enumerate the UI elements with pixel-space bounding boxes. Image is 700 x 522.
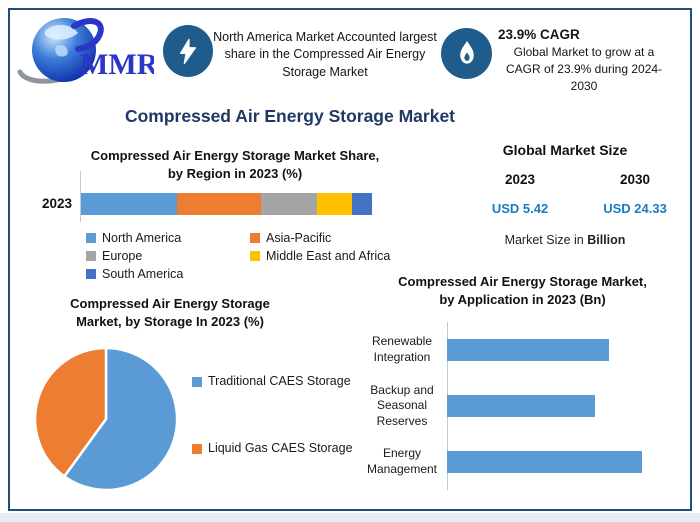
region-bar-segment-north-america	[81, 193, 178, 215]
storage-chart-title: Compressed Air Energy Storage Market, by…	[25, 295, 315, 332]
legend-label: Liquid Gas CAES Storage	[208, 441, 353, 455]
storage-legend-item-liquid-gas: Liquid Gas CAES Storage	[192, 441, 353, 455]
application-bar	[447, 339, 609, 361]
market-size-year-2030: 2030	[619, 172, 651, 187]
header-highlight-text: North America Market Accounted largest s…	[213, 30, 437, 79]
application-bar	[447, 395, 595, 417]
legend-item-south-america: South America	[86, 267, 250, 281]
pie-slice-traditional-caes-storage	[63, 346, 179, 492]
storage-chart-title-line1: Compressed Air Energy Storage	[70, 296, 270, 311]
application-row-energy-management: Energy Management	[360, 434, 690, 490]
legend-swatch	[250, 251, 260, 261]
legend-swatch	[192, 377, 202, 387]
mmr-logo: MMR	[12, 10, 159, 92]
application-chart-title-line1: Compressed Air Energy Storage Market,	[398, 274, 647, 289]
application-category-label: Backup and Seasonal Reserves	[370, 382, 434, 428]
legend-label: South America	[102, 267, 184, 281]
cagr-text: Global Market to grow at a CAGR of 23.9%…	[505, 45, 663, 93]
legend-item-north-america: North America	[86, 231, 250, 245]
application-chart-title: Compressed Air Energy Storage Market, by…	[355, 273, 690, 310]
region-chart-title-line1: Compressed Air Energy Storage Market Sha…	[90, 148, 380, 163]
market-size-title: Global Market Size	[502, 142, 628, 158]
region-legend: North America Asia-Pacific Europe Middle Ea…	[86, 231, 396, 281]
market-size-value-2030: USD 24.33	[603, 201, 667, 216]
legend-label: Traditional CAES Storage	[208, 374, 351, 388]
market-size-note-unit: Billion	[587, 233, 626, 247]
legend-label: Europe	[102, 249, 143, 263]
market-size-year-2023: 2023	[504, 172, 536, 187]
flame-icon	[459, 40, 474, 64]
application-bar	[447, 451, 642, 473]
pie-slice-liquid-gas-caes-storage	[33, 346, 108, 478]
legend-item-asia-pacific: Asia-Pacific	[250, 231, 396, 245]
region-category-label: 2023	[41, 196, 72, 211]
legend-swatch	[86, 269, 96, 279]
cagr-badge	[441, 28, 492, 79]
region-bar-segment-europe	[261, 193, 317, 215]
region-bar-segment-asia-pacific	[177, 193, 262, 215]
region-bar	[81, 193, 372, 215]
legend-item-europe: Europe	[86, 249, 250, 263]
application-row-renewable-integration: Renewable Integration	[360, 322, 690, 378]
application-category-label: Renewable Integration	[371, 334, 433, 364]
storage-chart-title-line2: Market, by Storage In 2023 (%)	[76, 314, 264, 330]
application-rows: Renewable Integration Backup and Seasonal…	[360, 322, 690, 490]
legend-label: Middle East and Africa	[266, 249, 391, 263]
market-size-value-2023: USD 5.42	[491, 201, 549, 216]
region-chart-title-line2: by Region in 2023 (%)	[167, 166, 303, 182]
highlight-badge	[163, 25, 213, 77]
legend-item-middle-east-and-africa: Middle East and Africa	[250, 249, 396, 263]
legend-swatch	[192, 444, 202, 454]
legend-label: North America	[102, 231, 182, 245]
legend-label: Asia-Pacific	[266, 231, 332, 245]
market-size-note-text: Market Size in	[504, 233, 588, 247]
region-chart-title: Compressed Air Energy Storage Market Sha…	[70, 147, 400, 184]
bottom-strip	[0, 513, 700, 522]
lightning-icon	[179, 38, 197, 64]
market-size-note: Market Size in Billion	[440, 233, 690, 247]
application-row-backup-and-seasonal-reserves: Backup and Seasonal Reserves	[360, 378, 690, 434]
cagr-block: 23.9% CAGR Global Market to grow at a CA…	[498, 27, 670, 94]
storage-pie	[33, 346, 179, 492]
application-chart-title-line2: by Application in 2023 (Bn)	[439, 292, 606, 308]
legend-swatch	[250, 233, 260, 243]
svg-text:MMR: MMR	[80, 48, 154, 81]
globe-icon: MMR	[17, 18, 159, 84]
page-title: Compressed Air Energy Storage Market	[124, 106, 455, 126]
storage-legend-item-traditional: Traditional CAES Storage	[192, 374, 351, 388]
region-bar-segment-middle-east-and-africa	[316, 193, 352, 215]
legend-swatch	[86, 233, 96, 243]
cagr-title: 23.9% CAGR	[498, 27, 580, 42]
legend-swatch	[86, 251, 96, 261]
application-category-label: Energy Management	[366, 446, 438, 476]
region-chart-axis	[80, 171, 81, 222]
region-bar-segment-south-america	[351, 193, 372, 215]
